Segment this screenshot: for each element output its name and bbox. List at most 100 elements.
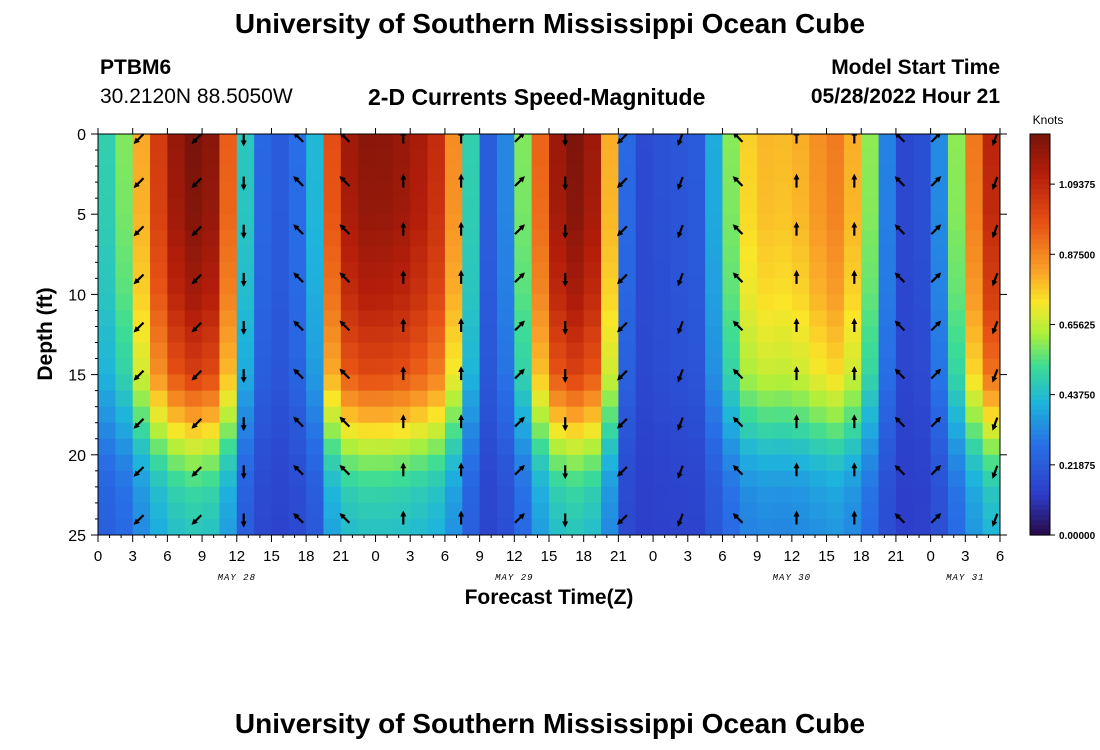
- heatmap-cell: [705, 422, 724, 440]
- heatmap-cell: [878, 310, 897, 328]
- heatmap-cell: [566, 198, 585, 215]
- heatmap-cell: [392, 390, 411, 408]
- heatmap-cell: [809, 310, 828, 328]
- heatmap-cell: [583, 134, 602, 151]
- heatmap-cell: [809, 454, 828, 472]
- heatmap-cell: [219, 134, 238, 151]
- heatmap-cell: [514, 342, 533, 360]
- heatmap-cell: [947, 438, 966, 456]
- colorbar-swatch: [1030, 254, 1050, 260]
- heatmap-cell: [635, 374, 654, 392]
- heatmap-cell: [583, 246, 602, 263]
- heatmap-cell: [150, 182, 168, 199]
- heatmap-cell: [531, 374, 550, 392]
- heatmap-cell: [774, 470, 793, 488]
- heatmap-cell: [670, 230, 689, 247]
- heatmap-cell: [115, 486, 134, 504]
- heatmap-cell: [653, 454, 672, 472]
- heatmap-cell: [739, 454, 758, 472]
- heatmap-cell: [757, 422, 776, 440]
- heatmap-cell: [913, 454, 932, 472]
- current-vector: [930, 512, 942, 524]
- heatmap-cell: [202, 438, 221, 456]
- heatmap-cell: [583, 182, 602, 199]
- heatmap-cell: [427, 134, 446, 151]
- heatmap-cell: [202, 278, 221, 295]
- heatmap-cell: [757, 310, 776, 328]
- heatmap-cell: [826, 262, 845, 279]
- heatmap-cell: [306, 278, 325, 295]
- heatmap-cell: [601, 470, 619, 488]
- heatmap-cell: [739, 406, 758, 424]
- heatmap-cell: [444, 150, 463, 167]
- heatmap-cell: [462, 278, 481, 295]
- heatmap-cell: [809, 198, 828, 215]
- heatmap-cell: [757, 198, 776, 215]
- heatmap-cell: [479, 182, 498, 199]
- heatmap-cell: [843, 198, 862, 215]
- heatmap-cell: [427, 438, 446, 456]
- heatmap-cell: [288, 278, 307, 295]
- heatmap-cell: [98, 406, 116, 424]
- heatmap-cell: [167, 230, 186, 247]
- colorbar-swatch: [1030, 274, 1050, 280]
- heatmap-cell: [167, 454, 186, 472]
- heatmap-cell: [98, 422, 116, 440]
- heatmap-cell: [323, 358, 342, 376]
- heatmap-cell: [653, 486, 672, 504]
- heatmap-cell: [375, 422, 394, 440]
- heatmap-cell: [583, 214, 602, 231]
- heatmap-cell: [653, 150, 672, 167]
- heatmap-cell: [462, 326, 481, 344]
- heatmap-cell: [965, 198, 984, 215]
- heatmap-cell: [809, 214, 828, 231]
- heatmap-cell: [427, 486, 446, 504]
- heatmap-cell: [514, 214, 533, 231]
- heatmap-cell: [202, 182, 221, 199]
- heatmap-cell: [774, 390, 793, 408]
- heatmap-cell: [150, 342, 168, 360]
- colorbar-swatch: [1030, 189, 1050, 195]
- heatmap-cell: [843, 486, 862, 504]
- heatmap-cell: [549, 246, 567, 263]
- heatmap-cell: [392, 342, 411, 360]
- heatmap-cell: [722, 438, 741, 456]
- heatmap-cell: [843, 454, 862, 472]
- current-vector: [133, 321, 145, 333]
- heatmap-cell: [410, 198, 429, 215]
- heatmap-cell: [791, 150, 810, 167]
- colorbar-swatch: [1030, 529, 1050, 536]
- heatmap-cell: [705, 326, 724, 344]
- heatmap-cell: [809, 134, 828, 151]
- current-vector: [930, 368, 942, 380]
- colorbar-swatch: [1030, 414, 1050, 421]
- heatmap-cell: [150, 454, 168, 472]
- heatmap-cell: [496, 214, 515, 231]
- heatmap-cell: [236, 502, 255, 520]
- heatmap-cell: [132, 182, 151, 199]
- heatmap-cell: [375, 502, 394, 520]
- date-label: MAY 29: [495, 573, 533, 583]
- heatmap-cell: [410, 246, 429, 263]
- heatmap-cell: [340, 230, 359, 247]
- heatmap-cell: [895, 294, 914, 312]
- heatmap-cell: [132, 502, 151, 520]
- heatmap-cell: [774, 246, 793, 263]
- heatmap-cell: [861, 230, 880, 247]
- heatmap-cell: [219, 326, 238, 344]
- date-label: MAY 31: [946, 573, 984, 583]
- heatmap-cell: [861, 438, 880, 456]
- heatmap-cell: [427, 230, 446, 247]
- heatmap-cell: [843, 182, 862, 199]
- heatmap-cell: [306, 374, 325, 392]
- heatmap-cell: [722, 486, 741, 504]
- heatmap-cell: [843, 278, 862, 295]
- heatmap-cell: [254, 278, 273, 295]
- heatmap-cell: [375, 438, 394, 456]
- heatmap-cell: [653, 502, 672, 520]
- current-vector: [339, 134, 351, 143]
- heatmap-cell: [514, 278, 533, 295]
- heatmap-cell: [549, 214, 567, 231]
- heatmap-cell: [774, 182, 793, 199]
- heatmap-cell: [965, 438, 984, 456]
